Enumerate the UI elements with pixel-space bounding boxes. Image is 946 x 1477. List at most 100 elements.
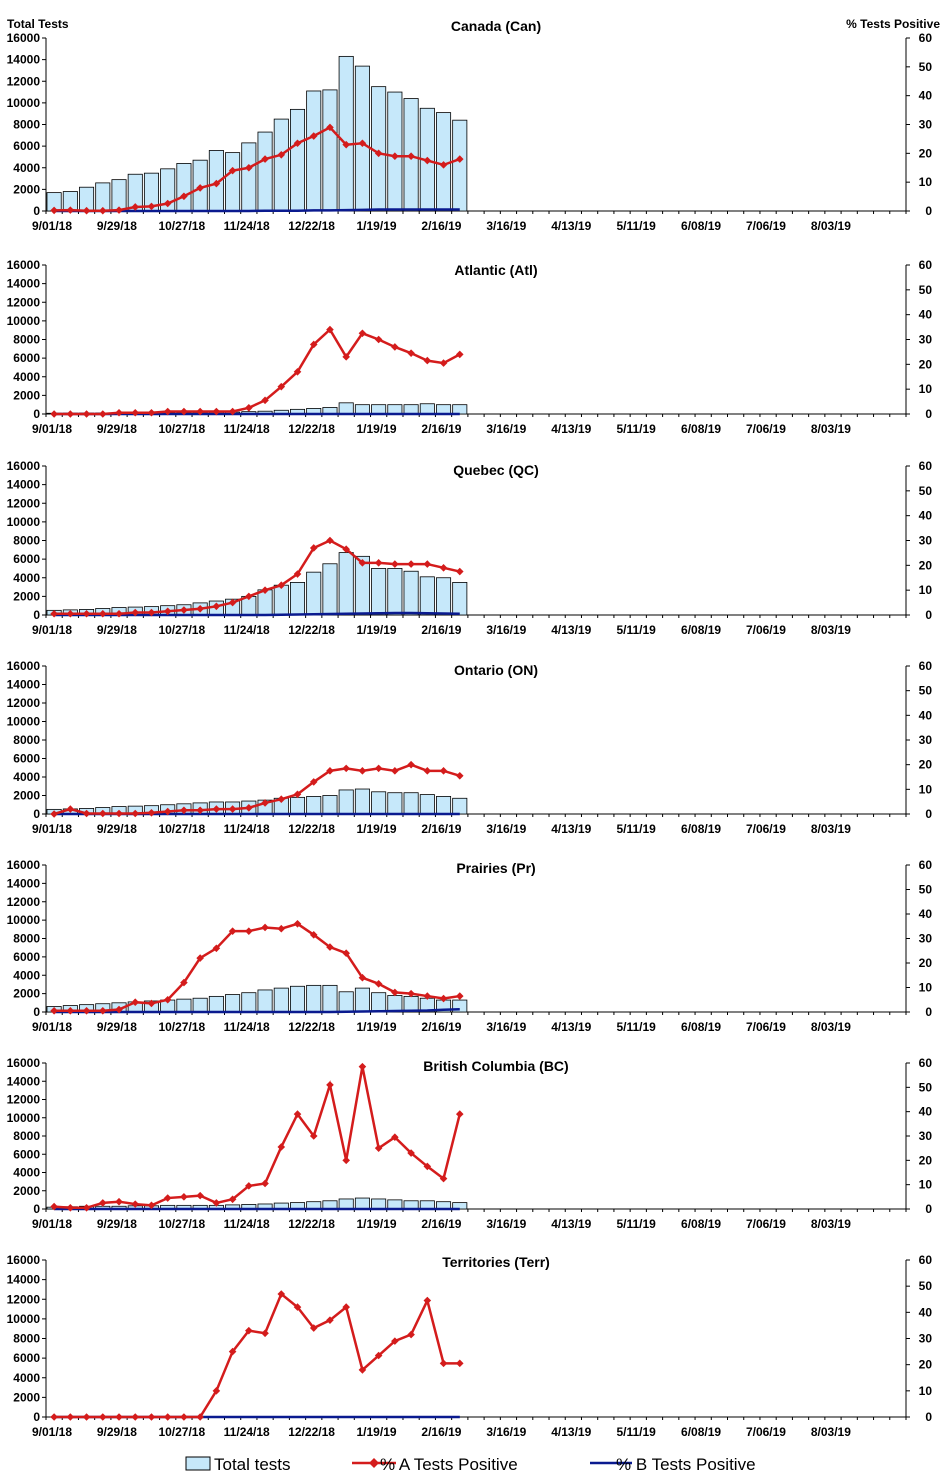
series-a-point: [261, 1179, 269, 1188]
series-a-point: [50, 1413, 58, 1421]
left-tick-label: 14000: [7, 277, 41, 291]
x-tick-label: 4/13/19: [551, 623, 591, 637]
left-tick-label: 6000: [13, 1351, 40, 1365]
left-axis-title: Total Tests: [7, 17, 69, 31]
series-a-point: [342, 1156, 350, 1165]
right-tick-label: 50: [919, 1080, 933, 1094]
x-tick-label: 9/29/18: [97, 422, 137, 436]
x-tick-label: 3/16/19: [486, 822, 526, 836]
chart-title: Quebec (QC): [453, 462, 539, 478]
left-tick-label: 12000: [7, 895, 41, 909]
left-tick-label: 2000: [13, 1184, 40, 1198]
x-tick-label: 6/08/19: [681, 422, 721, 436]
x-tick-label: 6/08/19: [681, 219, 721, 233]
left-tick-label: 2000: [13, 789, 40, 803]
series-a-point: [358, 973, 367, 982]
right-tick-label: 30: [919, 333, 933, 347]
series-a-point: [245, 927, 253, 935]
x-tick-label: 1/19/19: [357, 822, 397, 836]
left-tick-label: 0: [33, 204, 40, 218]
series-a-point: [115, 609, 123, 618]
left-tick-label: 6000: [13, 1147, 40, 1161]
series-a-point: [196, 1413, 204, 1421]
series-a-point: [261, 799, 269, 807]
bar-total-tests: [176, 998, 192, 1013]
bar-total-tests: [338, 55, 354, 212]
series-a-point: [50, 410, 58, 418]
series-a-line: [54, 922, 460, 1013]
series-a-point: [439, 359, 448, 367]
series-a-point: [277, 150, 286, 159]
bar-total-tests: [338, 402, 354, 415]
series-a-point: [358, 767, 367, 775]
x-tick-label: 7/06/19: [746, 1425, 786, 1439]
series-a-point: [455, 350, 464, 359]
series-a-point: [407, 560, 415, 568]
left-tick-label: 14000: [7, 478, 41, 492]
x-tick-label: 4/13/19: [551, 219, 591, 233]
bar-total-tests: [322, 563, 338, 616]
left-tick-label: 6000: [13, 552, 40, 566]
left-tick-label: 4000: [13, 571, 40, 585]
x-tick-label: 9/01/18: [32, 1217, 72, 1231]
series-a-point: [98, 206, 107, 215]
left-tick-label: 0: [33, 1202, 40, 1216]
series-a-point: [293, 920, 302, 928]
x-tick-label: 9/01/18: [32, 623, 72, 637]
x-tick-label: 11/24/18: [224, 422, 270, 436]
right-tick-label: 0: [925, 807, 932, 821]
left-tick-label: 2000: [13, 987, 40, 1001]
bar-total-tests: [354, 987, 370, 1013]
series-a-point: [115, 809, 123, 818]
x-tick-label: 2/16/19: [421, 1020, 461, 1034]
series-a-point: [326, 325, 334, 334]
bar-total-tests: [322, 984, 338, 1013]
x-tick-label: 8/03/19: [811, 623, 851, 637]
left-tick-label: 16000: [7, 258, 41, 272]
series-a-point: [261, 396, 269, 405]
series-a-point: [277, 382, 286, 391]
bar-total-tests: [354, 65, 370, 212]
right-tick-label: 30: [919, 733, 933, 747]
x-tick-label: 1/19/19: [357, 1217, 397, 1231]
left-tick-label: 4000: [13, 1371, 40, 1385]
left-tick-label: 14000: [7, 53, 41, 67]
x-tick-label: 2/16/19: [421, 822, 461, 836]
series-a-point: [163, 199, 172, 208]
series-a-point: [98, 1413, 107, 1421]
left-tick-label: 10000: [7, 314, 41, 328]
x-tick-label: 3/16/19: [486, 1020, 526, 1034]
series-a-point: [115, 408, 123, 417]
series-a-point: [245, 403, 253, 412]
x-tick-label: 9/29/18: [97, 1217, 137, 1231]
bar-total-tests: [371, 568, 387, 616]
x-tick-label: 5/11/19: [616, 623, 656, 637]
right-tick-label: 50: [919, 1279, 933, 1293]
chart-panel-2: Quebec (QC) 0 2000 4000 6000 8000 10000 12000 14…: [7, 459, 933, 637]
series-a-point: [455, 771, 464, 780]
bar-total-tests: [225, 994, 241, 1013]
series-a-point: [245, 1326, 253, 1335]
series-a-point: [423, 1296, 432, 1305]
series-b-line: [54, 611, 460, 617]
bar-total-tests: [354, 555, 370, 616]
right-tick-label: 50: [919, 484, 933, 498]
left-tick-label: 2000: [13, 182, 40, 196]
series-a-point: [293, 790, 302, 799]
series-a-point: [98, 609, 107, 618]
x-tick-label: 1/19/19: [357, 219, 397, 233]
chart-panels: Canada (Can)0200040006000800010000120001…: [7, 18, 933, 1439]
bar-total-tests: [452, 582, 468, 616]
series-a-point: [131, 408, 140, 417]
x-tick-label: 7/06/19: [746, 1020, 786, 1034]
left-tick-label: 2000: [13, 388, 40, 402]
bar-total-tests: [289, 796, 306, 815]
series-a-point: [98, 410, 107, 418]
left-tick-label: 0: [33, 608, 40, 622]
right-tick-label: 0: [925, 608, 932, 622]
x-tick-label: 5/11/19: [616, 219, 656, 233]
series-a-point: [212, 1199, 221, 1207]
series-a-point: [228, 805, 237, 813]
right-tick-label: 40: [919, 89, 933, 103]
right-tick-label: 20: [919, 1153, 933, 1167]
